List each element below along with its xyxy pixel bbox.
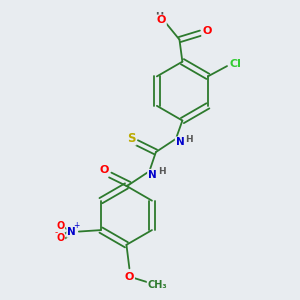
Text: S: S xyxy=(127,132,136,145)
Text: O: O xyxy=(56,221,64,231)
Text: O: O xyxy=(157,15,166,26)
Text: Cl: Cl xyxy=(229,59,241,69)
Text: +: + xyxy=(74,221,80,230)
Text: O: O xyxy=(125,272,134,282)
Text: N: N xyxy=(148,170,157,180)
Text: H: H xyxy=(185,135,193,144)
Text: H: H xyxy=(158,167,166,176)
Text: CH₃: CH₃ xyxy=(148,280,167,290)
Text: O: O xyxy=(202,26,212,36)
Text: O: O xyxy=(56,233,64,243)
Text: -: - xyxy=(55,229,58,238)
Text: O: O xyxy=(99,165,109,175)
Text: N: N xyxy=(67,227,76,237)
Text: H: H xyxy=(155,13,163,22)
Text: N: N xyxy=(176,137,184,147)
